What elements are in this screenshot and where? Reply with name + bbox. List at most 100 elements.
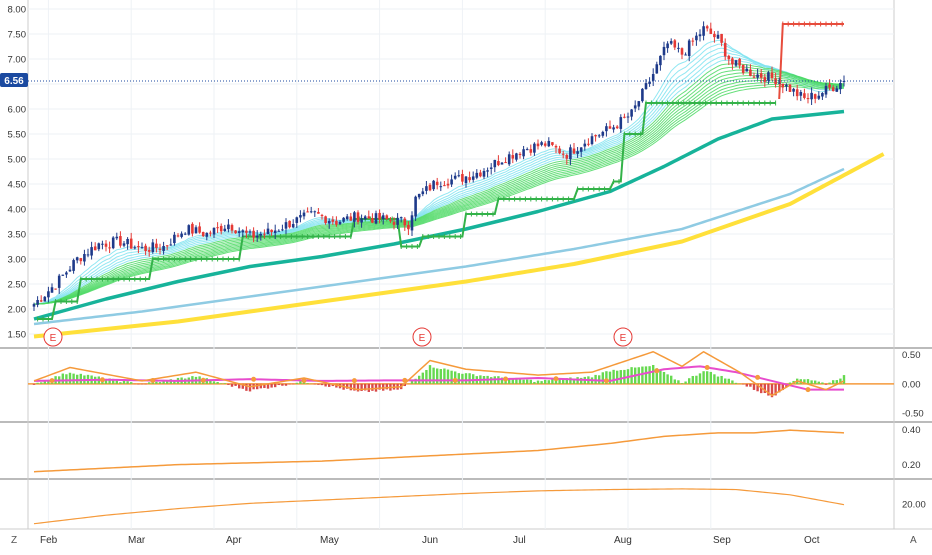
candle-body	[515, 153, 518, 159]
macd-hist-bar	[425, 370, 427, 384]
candle-body	[594, 135, 597, 136]
candle-body	[616, 127, 619, 129]
candle-body	[263, 234, 266, 235]
candle-body	[47, 291, 50, 297]
candle-body	[414, 197, 417, 217]
candle-body	[620, 117, 623, 129]
macd-hist-bar	[350, 384, 352, 390]
macd-hist-bar	[123, 381, 125, 384]
macd-hist-bar	[256, 384, 258, 389]
candle-body	[648, 82, 651, 84]
moving-averages	[34, 112, 884, 337]
price-axis-tick: 2.50	[8, 280, 27, 291]
macd-hist-bar	[36, 383, 38, 384]
candle-body	[422, 191, 425, 194]
candle-body	[386, 215, 389, 219]
candle-body	[360, 218, 363, 222]
candle-body	[681, 48, 684, 54]
candle-body	[144, 246, 147, 251]
candle-body	[238, 231, 241, 233]
candle-body	[746, 69, 749, 72]
macd-hist-bar	[551, 379, 553, 384]
candle-body	[80, 258, 83, 261]
candle-body	[418, 194, 421, 197]
candle-body	[260, 234, 263, 235]
candle-body	[44, 297, 47, 302]
candle-body	[828, 84, 831, 87]
candle-body	[472, 176, 475, 179]
candle-body	[638, 101, 641, 106]
price-axis-tick: 1.50	[8, 330, 27, 341]
macd-hist-bar	[306, 383, 308, 384]
candle-body	[335, 221, 338, 225]
earnings-marker: E	[419, 333, 426, 344]
candle-body	[706, 26, 709, 28]
candle-body	[630, 110, 633, 117]
macd-hist-bar	[702, 371, 704, 384]
macd-hist-bar	[324, 384, 326, 387]
candle-body	[443, 185, 446, 186]
candle-body	[209, 233, 212, 234]
macd-hist-bar	[749, 384, 751, 387]
candle-body	[821, 93, 824, 96]
candle-body	[756, 75, 759, 78]
candle-body	[785, 85, 788, 87]
macd-hist-bar	[526, 380, 528, 384]
candle-body	[432, 181, 435, 189]
candle-body	[558, 149, 561, 154]
candle-body	[152, 242, 155, 252]
candle-body	[40, 300, 43, 301]
macd-cross-dot	[100, 377, 105, 382]
candle-body	[576, 151, 579, 154]
price-axis-tick: 2.00	[8, 305, 27, 316]
candle-body	[404, 219, 407, 226]
macd-hist-bar	[821, 382, 823, 383]
candle-body	[807, 98, 810, 99]
macd-hist-bar	[537, 381, 539, 384]
price-axis-tick: 5.50	[8, 130, 27, 141]
candle-body	[688, 40, 691, 56]
candle-body	[321, 215, 324, 216]
macd-hist-bar	[681, 383, 683, 384]
macd-hist-bar	[692, 376, 694, 384]
macd-hist-bar	[548, 380, 550, 384]
candle-body	[803, 93, 806, 98]
macd-hist-bar	[465, 373, 467, 384]
candle-body	[512, 155, 515, 158]
candle-body	[342, 218, 345, 222]
candle-body	[62, 275, 65, 276]
macd-hist-bar	[684, 382, 686, 384]
candle-body	[695, 36, 698, 41]
x-axis-tick: Sep	[713, 535, 731, 546]
candle-body	[148, 250, 151, 252]
candle-body	[195, 227, 198, 233]
candle-body	[728, 56, 731, 59]
candle-body	[292, 224, 295, 227]
candle-body	[800, 92, 803, 96]
macd-hist-bar	[544, 380, 546, 384]
candle-body	[634, 105, 637, 108]
candle-body	[483, 171, 486, 177]
candle-body	[713, 34, 716, 37]
candle-body	[760, 73, 763, 77]
price-axis-tick: 3.50	[8, 230, 27, 241]
candle-body	[526, 149, 529, 150]
macd-hist-bar	[432, 368, 434, 384]
macd-hist-bar	[468, 373, 470, 384]
macd-cross-dot	[302, 378, 307, 383]
candle-body	[350, 217, 353, 221]
candle-body	[188, 225, 191, 235]
macd-hist-bar	[299, 381, 301, 384]
macd-hist-bar	[609, 372, 611, 384]
candle-body	[396, 218, 399, 225]
corner-label-right[interactable]: A	[910, 535, 917, 546]
macd-hist-bar	[314, 384, 316, 385]
macd-hist-bar	[40, 382, 42, 384]
candle-body	[231, 225, 234, 231]
candle-body	[666, 44, 669, 49]
candle-body	[314, 211, 317, 212]
corner-label-left[interactable]: Z	[11, 535, 17, 546]
candle-body	[364, 216, 367, 219]
